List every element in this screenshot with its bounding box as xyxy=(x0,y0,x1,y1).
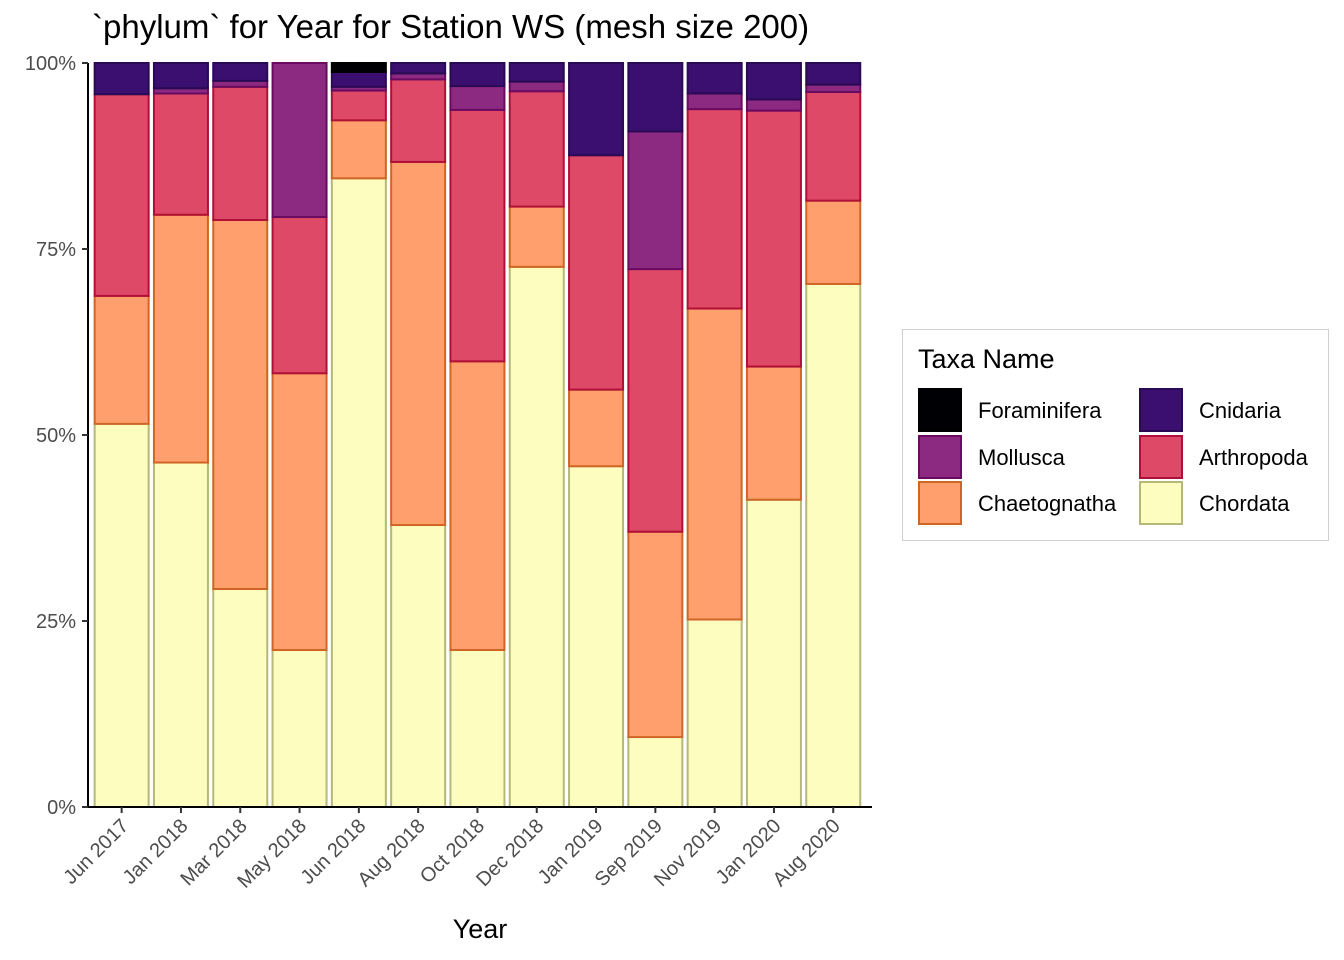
bar-segment-chordata xyxy=(271,649,328,809)
bar-segment-chaetognatha xyxy=(330,119,387,180)
bar-segment-chordata xyxy=(508,265,565,808)
bar-segment-chaetognatha xyxy=(449,360,506,652)
bar-segment-arthropoda xyxy=(627,268,684,533)
bar-segment-cnidaria xyxy=(686,62,743,95)
bar-segment-cnidaria xyxy=(745,62,802,101)
chart-title: `phylum` for Year for Station WS (mesh s… xyxy=(92,8,810,45)
bar-segment-chordata xyxy=(805,282,862,809)
bar-segment-chordata xyxy=(330,177,387,808)
bar-segment-mollusca xyxy=(627,130,684,271)
bar-segment-chaetognatha xyxy=(508,205,565,268)
bar-segment-chaetognatha xyxy=(745,365,802,501)
bar-segment-arthropoda xyxy=(805,91,862,202)
bar-segment-chordata xyxy=(152,461,209,808)
bar-segment-cnidaria xyxy=(568,62,625,157)
bar-segment-chaetognatha xyxy=(627,530,684,739)
bar-segment-mollusca xyxy=(805,83,862,94)
bar-segment-chordata xyxy=(627,736,684,808)
bar-segment-arthropoda xyxy=(745,109,802,368)
bars-layer xyxy=(93,62,862,809)
bar-segment-chaetognatha xyxy=(390,160,447,527)
bar-segment-chaetognatha xyxy=(568,388,625,468)
bar-segment-arthropoda xyxy=(390,78,447,163)
y-tick-label: 100% xyxy=(25,53,76,75)
bar-segment-arthropoda xyxy=(568,154,625,391)
bar-segment-mollusca xyxy=(508,80,565,93)
bar-segment-arthropoda xyxy=(93,93,150,297)
bar-segment-chaetognatha xyxy=(686,307,743,621)
bar-segment-cnidaria xyxy=(805,62,862,86)
bar-segment-chordata xyxy=(390,524,447,809)
bar-segment-mollusca xyxy=(686,92,743,111)
bar-segment-foraminifera xyxy=(330,62,387,73)
legend-swatch xyxy=(918,434,962,479)
legend-item-mollusca: Mollusca xyxy=(918,434,1118,481)
legend-item-cnidaria: Cnidaria xyxy=(1139,388,1339,434)
bar-segment-chordata xyxy=(686,618,743,809)
bar-segment-chordata xyxy=(449,649,506,809)
legend-item-chordata: Chordata xyxy=(1139,481,1339,527)
bar-segment-arthropoda xyxy=(271,216,328,375)
bar-segment-arthropoda xyxy=(686,108,743,310)
bar-segment-chordata xyxy=(212,588,269,809)
bar-segment-chaetognatha xyxy=(93,294,150,425)
bar-segment-mollusca xyxy=(745,98,802,112)
bar-segment-chaetognatha xyxy=(212,218,269,590)
legend-item-chaetognatha: Chaetognatha xyxy=(918,481,1118,527)
bar-segment-mollusca xyxy=(449,85,506,111)
x-axis-title: Year xyxy=(453,914,508,944)
bar-segment-cnidaria xyxy=(152,62,209,90)
legend-label: Chaetognatha xyxy=(978,491,1117,516)
legend-swatch xyxy=(918,388,962,432)
y-tick-label: 50% xyxy=(36,425,76,447)
bar-segment-chaetognatha xyxy=(152,213,209,464)
legend-swatch xyxy=(918,481,962,525)
bar-segment-arthropoda xyxy=(152,92,209,216)
legend-title: Taxa Name xyxy=(918,344,1055,374)
legend-swatch xyxy=(1139,481,1183,525)
legend-item-foraminifera: Foraminifera xyxy=(918,388,1118,434)
bar-segment-chordata xyxy=(93,422,150,808)
bar-segment-chordata xyxy=(745,498,802,808)
axes-layer xyxy=(82,62,872,813)
bar-segment-chaetognatha xyxy=(805,199,862,285)
bar-segment-arthropoda xyxy=(212,85,269,221)
legend-label: Foraminifera xyxy=(978,398,1102,423)
bar-segment-chaetognatha xyxy=(271,372,328,652)
bar-segment-cnidaria xyxy=(508,62,565,83)
legend-item-arthropoda: Arthropoda xyxy=(1139,434,1339,481)
legend-label: Chordata xyxy=(1199,491,1290,516)
legend-swatch xyxy=(1139,388,1183,432)
bar-segment-arthropoda xyxy=(449,108,506,363)
bar-segment-cnidaria xyxy=(330,70,387,88)
bar-segment-cnidaria xyxy=(212,62,269,82)
bar-segment-chordata xyxy=(568,465,625,808)
legend-label: Cnidaria xyxy=(1199,398,1281,423)
bar-segment-cnidaria xyxy=(390,62,447,75)
legend-label: Arthropoda xyxy=(1199,444,1308,470)
bar-segment-cnidaria xyxy=(93,62,150,96)
bar-segment-cnidaria xyxy=(449,62,506,88)
bar-segment-cnidaria xyxy=(627,62,684,133)
bar-segment-mollusca xyxy=(271,62,328,219)
y-tick-label: 0% xyxy=(47,797,76,819)
y-tick-label: 75% xyxy=(36,239,76,261)
legend-label: Mollusca xyxy=(978,444,1065,470)
legend-swatch xyxy=(1139,434,1183,479)
legend: Taxa Name Foraminifera Cnidaria Mollusca Ar… xyxy=(902,329,1329,541)
y-tick-label: 25% xyxy=(36,611,76,633)
bar-segment-arthropoda xyxy=(330,89,387,122)
bar-segment-arthropoda xyxy=(508,90,565,208)
